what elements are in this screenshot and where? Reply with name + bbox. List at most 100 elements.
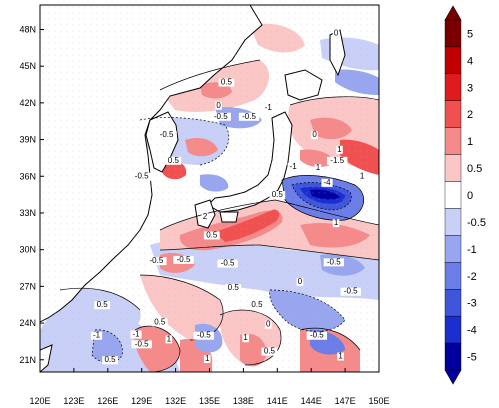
- contour-label: -0.5: [327, 257, 341, 266]
- contour-label-bg: [311, 131, 318, 140]
- contour-label: -0.5: [344, 287, 358, 296]
- contour-label-bg: [165, 335, 173, 344]
- y-tick-label: 27N: [19, 281, 36, 291]
- y-tick-label: 33N: [19, 208, 36, 218]
- contour-label: 1: [167, 334, 172, 343]
- y-tick-label: 30N: [19, 245, 36, 255]
- contour-label: -0.5: [214, 112, 228, 121]
- colorbar-segment: [444, 342, 462, 371]
- colorbar-label: 1: [467, 136, 473, 148]
- x-tick-label: 147E: [335, 396, 356, 406]
- y-tick-label: 36N: [19, 171, 36, 181]
- x-tick-label: 126E: [97, 396, 118, 406]
- map-plot-area: [40, 5, 379, 372]
- contour-label: -0.5: [310, 331, 324, 340]
- contour-label: -0.5: [221, 259, 235, 268]
- contour-label: 1: [243, 333, 248, 342]
- contour-label-bg: [210, 112, 231, 121]
- contour-label-bg: [238, 112, 260, 121]
- contour-label: 0.5: [251, 300, 263, 309]
- contour-label-bg: [326, 156, 348, 165]
- contour-label: -1: [93, 331, 101, 340]
- x-tick-label: 150E: [368, 396, 389, 406]
- x-tick-label: 129E: [131, 396, 152, 406]
- contour-label-bg: [203, 231, 220, 240]
- contour-label-bg: [146, 257, 167, 266]
- colorbar-label: 0.5: [467, 163, 482, 175]
- colorbar-top-arrow: [444, 5, 462, 21]
- contour-label-bg: [90, 331, 103, 340]
- x-tick-label: 132E: [165, 396, 186, 406]
- contour-label-bg: [130, 330, 142, 339]
- colorbar-segment: [444, 262, 462, 290]
- contour-label-bg: [337, 352, 344, 361]
- contour-label-bg: [151, 318, 168, 327]
- dotted-gridlines: [40, 5, 379, 372]
- contour-label: 1: [337, 145, 342, 154]
- contour-label-bg: [165, 156, 182, 165]
- contour-label: 0: [298, 277, 303, 286]
- contour-label: -1.5: [330, 156, 344, 165]
- contour-label: 0.5: [168, 156, 180, 165]
- colorbar-segment: [444, 73, 462, 101]
- contour-label: 0.5: [264, 347, 276, 356]
- contour-label-bg: [287, 162, 299, 171]
- contour-label: 2: [203, 212, 208, 221]
- x-tick-label: 141E: [267, 396, 288, 406]
- contour-label: -1: [290, 162, 298, 171]
- contour-label-bg: [156, 131, 177, 140]
- contour-label: 1: [205, 354, 210, 363]
- contour-label: 0.5: [221, 78, 233, 87]
- colorbar-label: -0.5: [467, 217, 486, 229]
- contour-label-bg: [340, 287, 361, 296]
- colorbar-label: 0: [467, 190, 473, 202]
- contour-label: -0.5: [149, 256, 163, 265]
- contour-label: -1: [265, 103, 273, 112]
- colorbar-label: -3: [467, 298, 477, 310]
- colorbar-label: 4: [467, 55, 473, 67]
- colorbar-label: 2: [467, 109, 473, 121]
- contour-label-bg: [225, 284, 242, 293]
- contour-label: 0: [334, 29, 339, 38]
- y-tick-label: 24N: [19, 318, 36, 328]
- contour-label: -0.5: [135, 339, 149, 348]
- x-tick-label: 120E: [29, 396, 50, 406]
- contour-label: 0.5: [206, 230, 218, 239]
- contour-label: 0: [216, 101, 221, 110]
- contour-label-bg: [306, 331, 328, 340]
- colorbar-segment: [444, 19, 462, 48]
- contour-label-bg: [94, 301, 111, 310]
- contour-label-bg: [131, 340, 152, 349]
- contour-label-bg: [269, 191, 286, 200]
- contour-label: 1: [334, 218, 339, 227]
- colorbar-label: -5: [467, 352, 477, 364]
- contour-label: -4: [323, 178, 331, 187]
- contour-label: 0: [312, 130, 317, 139]
- contour-label: 0.5: [228, 283, 240, 292]
- colorbar-label: 5: [467, 28, 473, 40]
- colorbar: 5 4 3 2 1 0.5 0 -0.5 -1 -2 -3 -4 -5: [444, 5, 486, 385]
- colorbar-segment: [444, 181, 462, 209]
- colorbar-segment: [444, 208, 462, 236]
- contour-label-bg: [102, 356, 118, 365]
- contour-label: 1: [360, 172, 365, 181]
- contour-label: 0: [266, 320, 271, 329]
- colorbar-segment: [444, 289, 462, 317]
- contour-label: 1: [338, 352, 343, 361]
- contour-label: -0.5: [197, 331, 211, 340]
- contour-label-bg: [314, 164, 322, 173]
- colorbar-label: 3: [467, 82, 473, 94]
- contour-label-bg: [131, 172, 152, 181]
- colorbar-segment: [444, 127, 462, 155]
- contour-label-bg: [323, 258, 344, 267]
- contour-label-bg: [215, 101, 222, 110]
- contour-label: 0.5: [104, 355, 116, 364]
- contour-label-bg: [332, 219, 340, 228]
- colorbar-segment: [444, 154, 462, 182]
- contour-label-bg: [242, 334, 249, 343]
- x-tick-label: 135E: [199, 396, 220, 406]
- y-tick-label: 48N: [19, 24, 36, 34]
- contour-label-bg: [261, 347, 278, 356]
- x-tick-label: 123E: [63, 396, 84, 406]
